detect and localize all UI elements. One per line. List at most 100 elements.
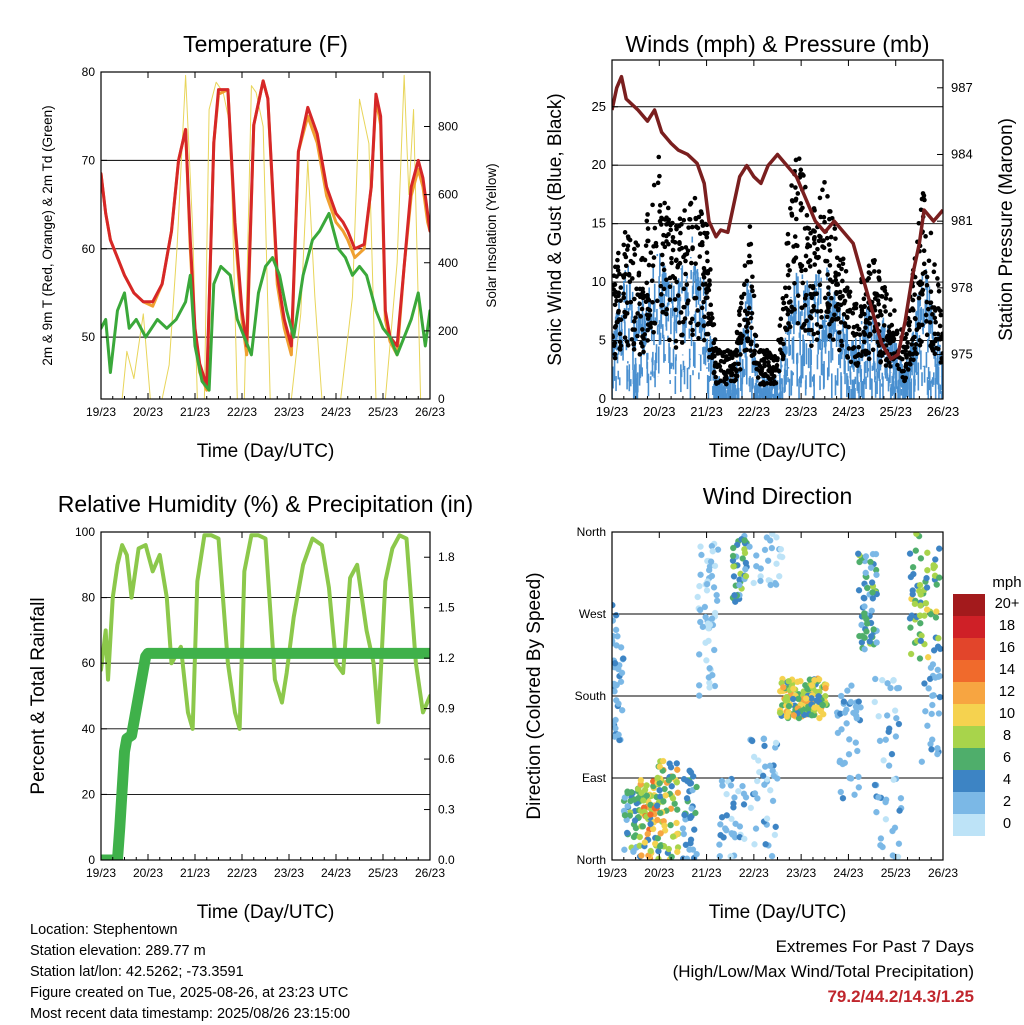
y2-tick-label: 978 (951, 280, 973, 295)
gust-point (746, 305, 752, 311)
gust-point (783, 305, 789, 311)
gust-point (701, 323, 707, 329)
gust-point (863, 325, 868, 330)
gust-point (787, 268, 792, 273)
gust-point (843, 323, 848, 329)
colorbar-swatch (953, 682, 985, 704)
gust-point (820, 238, 825, 244)
gust-point (701, 266, 707, 271)
gust-point (644, 312, 650, 318)
gust-point (712, 337, 718, 342)
gust-point (795, 320, 801, 326)
gust-point (825, 301, 830, 306)
direction-point (686, 846, 693, 853)
y2-axis-label: Solar Insolation (Yellow) (484, 163, 499, 307)
direction-point (861, 634, 868, 641)
gust-point (932, 351, 938, 357)
direction-point (892, 733, 900, 740)
direction-point (693, 851, 700, 858)
x-tick-label: 21/23 (690, 404, 723, 419)
gust-point (683, 258, 688, 264)
gust-point (713, 374, 719, 380)
gust-point (737, 312, 742, 318)
gust-point (678, 230, 683, 236)
y-tick-label: 20 (592, 157, 606, 172)
gust-point (822, 295, 828, 301)
gust-point (812, 262, 818, 267)
gust-point (642, 332, 648, 337)
direction-point (929, 692, 936, 699)
direction-point (747, 804, 754, 812)
gust-point (892, 308, 897, 313)
colorbar-label: 14 (999, 662, 1015, 678)
gust-point (706, 311, 712, 317)
gust-point (791, 259, 797, 264)
x-tick-label: 19/23 (597, 866, 627, 880)
gust-point (808, 230, 813, 236)
gust-point (625, 343, 631, 348)
gust-point (722, 370, 728, 376)
gust-point (707, 278, 712, 283)
gust-point (756, 349, 762, 355)
direction-point (907, 650, 915, 658)
colorbar-swatch (953, 638, 985, 660)
gust-point (788, 206, 793, 211)
gust-point (856, 344, 861, 350)
gust-point (891, 332, 897, 338)
direction-point (855, 550, 862, 557)
gust-point (733, 373, 738, 378)
gust-point (792, 280, 797, 286)
gust-point (864, 348, 869, 354)
x-tick-label: 20/23 (133, 405, 163, 419)
gust-point (789, 309, 794, 314)
gust-point (911, 357, 916, 363)
direction-point (717, 831, 724, 839)
direction-point (921, 680, 928, 687)
gust-point (815, 246, 820, 252)
gust-point (808, 291, 813, 297)
direction-point (750, 753, 758, 761)
x-tick-label: 22/23 (227, 405, 257, 419)
direction-point (728, 815, 735, 823)
gust-point (692, 295, 697, 301)
colorbar-label: 4 (1003, 772, 1011, 788)
direction-point (647, 811, 654, 818)
gust-point (910, 307, 916, 313)
gust-point (795, 293, 801, 298)
direction-point (845, 751, 853, 758)
gust-point (804, 213, 810, 218)
direction-point (710, 584, 718, 591)
gust-point (743, 324, 749, 329)
gust-point (798, 264, 804, 270)
direction-point (696, 651, 703, 658)
direction-point (927, 740, 934, 748)
gust-point (843, 288, 849, 294)
direction-point (783, 712, 791, 720)
direction-point (926, 675, 934, 683)
direction-point (692, 809, 699, 817)
gust-point (635, 292, 641, 297)
gust-point (701, 272, 706, 277)
gust-point (629, 337, 635, 342)
y-tick-label: 60 (82, 656, 96, 670)
direction-point (711, 646, 718, 654)
direction-point (640, 797, 647, 804)
gust-point (907, 327, 912, 333)
x-tick-label: 24/23 (321, 405, 351, 419)
gust-point (827, 321, 832, 327)
direction-point (766, 762, 774, 769)
x-tick-label: 24/23 (832, 404, 865, 419)
gust-point (742, 308, 748, 314)
direction-point (716, 841, 723, 848)
gust-point (725, 357, 730, 362)
gust-point (664, 239, 669, 244)
direction-point (752, 825, 760, 832)
y2-tick-label: 0.9 (438, 702, 455, 716)
temperature-title: Temperature (F) (183, 31, 348, 57)
gust-point (705, 258, 710, 264)
direction-point (757, 577, 764, 585)
direction-point (739, 555, 746, 562)
gust-point (766, 359, 771, 365)
y-tick-label: North (577, 853, 606, 867)
